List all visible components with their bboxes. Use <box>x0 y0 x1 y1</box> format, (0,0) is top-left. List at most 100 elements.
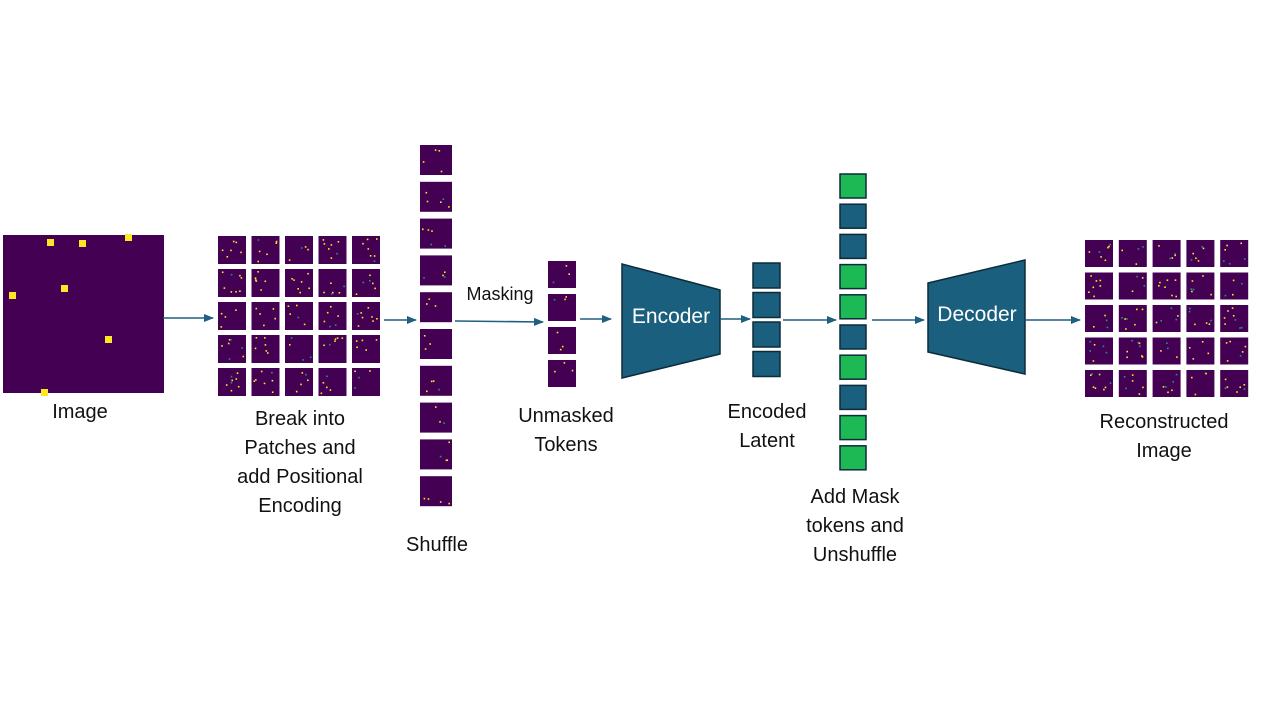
image-patch-icon <box>1186 305 1215 332</box>
image-patch-icon <box>1220 370 1249 397</box>
image-patch-icon <box>420 145 452 175</box>
image-patch-icon <box>318 269 347 297</box>
image-patch-icon <box>1152 305 1181 332</box>
mask-token <box>839 414 867 441</box>
mask-token <box>839 445 867 471</box>
image-patch-icon <box>1118 240 1147 267</box>
image-patch-icon <box>318 236 347 264</box>
image-pixel <box>105 336 112 343</box>
latent-token <box>839 384 867 411</box>
image-patch-icon <box>285 236 313 264</box>
image-patch-icon <box>218 368 246 396</box>
reconstructed-label-line: Reconstructed <box>1099 411 1229 433</box>
image-patch-icon <box>420 255 452 286</box>
image-patch-icon <box>1085 305 1113 332</box>
image-patch-icon <box>420 402 452 433</box>
masking-label-text: Masking <box>466 284 534 304</box>
encoded-label-line: Latent <box>739 430 795 452</box>
image-patch-icon <box>420 329 452 359</box>
image-patch-icon <box>1085 337 1113 365</box>
token-square-icon <box>752 350 781 378</box>
input-image <box>3 234 164 396</box>
image-pixel <box>125 234 132 241</box>
reconstructed-label-line: Image <box>1136 440 1192 462</box>
patches-label-line: Break into <box>254 408 346 430</box>
unmasked-tokens-label: Unmasked Tokens <box>496 402 636 460</box>
image-patch-icon <box>251 269 280 297</box>
image-patch-icon <box>218 269 246 297</box>
patches-label: Break into Patches and add Positional En… <box>210 405 390 521</box>
token-square-icon <box>752 291 781 319</box>
image-label-text: Image <box>52 401 108 423</box>
image-patch-icon <box>251 368 280 396</box>
image-patch-icon <box>1085 370 1113 397</box>
image-patch-icon <box>285 302 313 330</box>
image-patch-icon <box>318 335 347 363</box>
latent-token <box>839 203 867 229</box>
image-patch-icon <box>1152 337 1181 365</box>
token-square-icon <box>752 262 781 289</box>
patches-label-line: add Positional <box>237 466 363 488</box>
image-patch-icon <box>1118 272 1147 300</box>
mask-token <box>839 263 867 290</box>
image-patch-icon <box>352 368 380 396</box>
encoder-block <box>621 263 721 379</box>
image-patch-icon <box>420 181 452 212</box>
unmasked-tokens-column <box>548 261 576 387</box>
image-patch-icon <box>352 269 380 297</box>
image-patch-icon <box>420 439 452 470</box>
image-patch-icon <box>218 236 246 264</box>
encoded-label-line: Encoded <box>727 401 807 423</box>
shuffle-label: Shuffle <box>387 531 487 560</box>
shuffled-patch-column <box>420 145 452 507</box>
image-patch-icon <box>1152 240 1181 267</box>
decoder-shape <box>927 259 1026 375</box>
latent-token <box>839 233 867 260</box>
image-patch-icon <box>1118 370 1147 397</box>
image-patch-icon <box>1085 240 1113 267</box>
patch-grid <box>218 236 380 396</box>
image-patch-icon <box>1118 305 1147 332</box>
image-patch-icon <box>318 368 347 396</box>
flow-arrows <box>163 314 1081 326</box>
image-patch-icon <box>1220 305 1249 332</box>
image-patch-icon <box>1152 272 1181 300</box>
image-patch-icon <box>1220 272 1249 300</box>
image-patch-icon <box>548 327 576 354</box>
mask-token <box>839 173 867 199</box>
image-patch-icon <box>1118 337 1147 365</box>
image-patch-icon <box>352 302 380 330</box>
latent-token <box>839 324 867 350</box>
encoded-latent-label: Encoded Latent <box>706 398 828 456</box>
image-patch-icon <box>548 360 576 387</box>
image-patch-icon <box>1186 370 1215 397</box>
patches-label-line: Patches and <box>244 437 356 459</box>
image-patch-icon <box>548 261 576 288</box>
image-patch-icon <box>420 218 452 249</box>
image-patch-icon <box>251 236 280 264</box>
arrow-icon <box>454 317 544 326</box>
image-patch-icon <box>420 476 452 507</box>
image-patch-icon <box>420 292 452 323</box>
encoded-latent-column <box>752 262 781 378</box>
image-patch-icon <box>352 236 380 264</box>
patches-label-line: Encoding <box>258 495 342 517</box>
image-patch-icon <box>251 335 280 363</box>
image-patch-icon <box>1186 337 1215 365</box>
token-square-icon <box>752 321 781 348</box>
masking-label: Masking <box>455 280 545 309</box>
image-pixel <box>47 239 54 246</box>
image-patch-icon <box>1085 272 1113 300</box>
unmasked-label-line: Unmasked <box>518 405 614 427</box>
image-patch-icon <box>251 302 280 330</box>
mask-tokens-label-line: tokens and <box>806 515 904 537</box>
image-patch-icon <box>218 335 246 363</box>
image-patch-icon <box>548 294 576 321</box>
unmasked-label-line: Tokens <box>534 434 598 456</box>
reconstructed-image-label: Reconstructed Image <box>1074 408 1254 466</box>
mask-tokens-column <box>839 173 867 471</box>
shuffle-label-text: Shuffle <box>406 534 468 556</box>
image-patch-icon <box>1220 240 1249 267</box>
image-patch-icon <box>420 365 452 396</box>
